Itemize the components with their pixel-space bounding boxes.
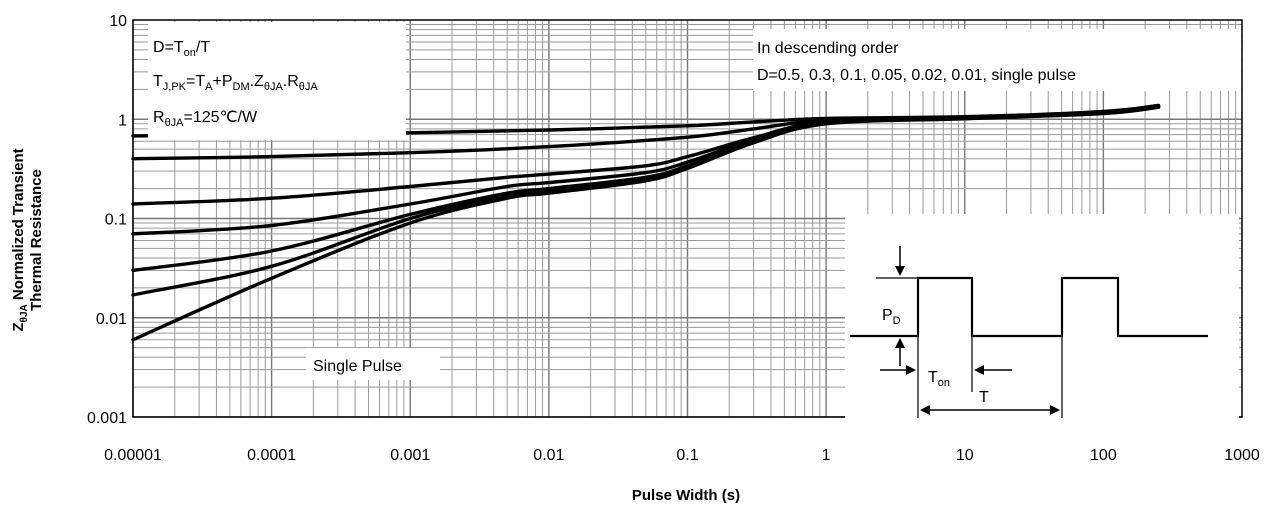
y-tick-label: 1 <box>118 112 127 129</box>
curve-d-single-pulse <box>131 105 1161 342</box>
x-tick-label: 0.1 <box>676 447 698 464</box>
legend-line2: D=0.5, 0.3, 0.1, 0.05, 0.02, 0.01, singl… <box>757 67 1076 84</box>
ton-right-arrowhead <box>974 365 984 375</box>
x-tick-label: 0.001 <box>390 447 430 464</box>
period-right-arrowhead <box>1050 405 1060 415</box>
formula-duty-cycle: D=Ton/T <box>153 39 210 59</box>
single-pulse-label: Single Pulse <box>313 358 402 375</box>
y-axis-label-rest: Normalized Transient <box>10 148 27 304</box>
pulse-waveform <box>850 276 1208 338</box>
y-axis-label-line2: Thermal Resistance <box>28 169 45 311</box>
plot-frame <box>132 19 1243 418</box>
period-label: T <box>979 389 989 406</box>
formula-box: D=Ton/T TJ,PK=TA+PDM.ZθJA.RθJA RθJA=125℃… <box>148 22 406 140</box>
x-tick-label: 0.0001 <box>247 447 296 464</box>
y-tick-label: 0.01 <box>96 311 127 328</box>
y-tick-label: 10 <box>109 13 127 30</box>
formula-thermal-resistance: RθJA=125℃/W <box>153 109 258 129</box>
x-axis-label: Pulse Width (s) <box>632 487 740 504</box>
y-axis-label-z: Z <box>10 322 27 331</box>
y-tick-label: 0.001 <box>87 410 127 427</box>
y-axis-label-line1: ZθJA Normalized Transient <box>10 148 30 331</box>
pd-label: PD <box>882 307 901 327</box>
x-tick-label: 0.01 <box>533 447 564 464</box>
x-tick-label: 1000 <box>1224 447 1260 464</box>
pd-bottom-arrowhead <box>895 338 905 348</box>
period-left-arrowhead <box>920 405 930 415</box>
ton-label: Ton <box>928 369 950 389</box>
x-tick-label: 0.00001 <box>104 447 162 464</box>
y-tick-label: 0.1 <box>105 212 127 229</box>
legend-box: In descending order D=0.5, 0.3, 0.1, 0.0… <box>753 29 1241 91</box>
x-tick-label: 100 <box>1090 447 1117 464</box>
single-pulse-annotation: Single Pulse <box>306 348 440 380</box>
pd-top-arrowhead <box>895 266 905 276</box>
y-axis-ticks: 0.001 0.01 0.1 1 10 <box>87 13 127 427</box>
x-tick-label: 1 <box>822 447 831 464</box>
x-axis-ticks: 0.00001 0.0001 0.001 0.01 0.1 1 10 100 1000 <box>104 447 1260 464</box>
ton-left-arrowhead <box>906 365 916 375</box>
legend-line1: In descending order <box>757 40 899 57</box>
y-axis-label-sub: θJA <box>19 304 30 322</box>
pulse-diagram: PD Ton T <box>845 214 1239 418</box>
x-tick-label: 10 <box>956 447 974 464</box>
formula-junction-temp: TJ,PK=TA+PDM.ZθJA.RθJA <box>153 73 318 93</box>
